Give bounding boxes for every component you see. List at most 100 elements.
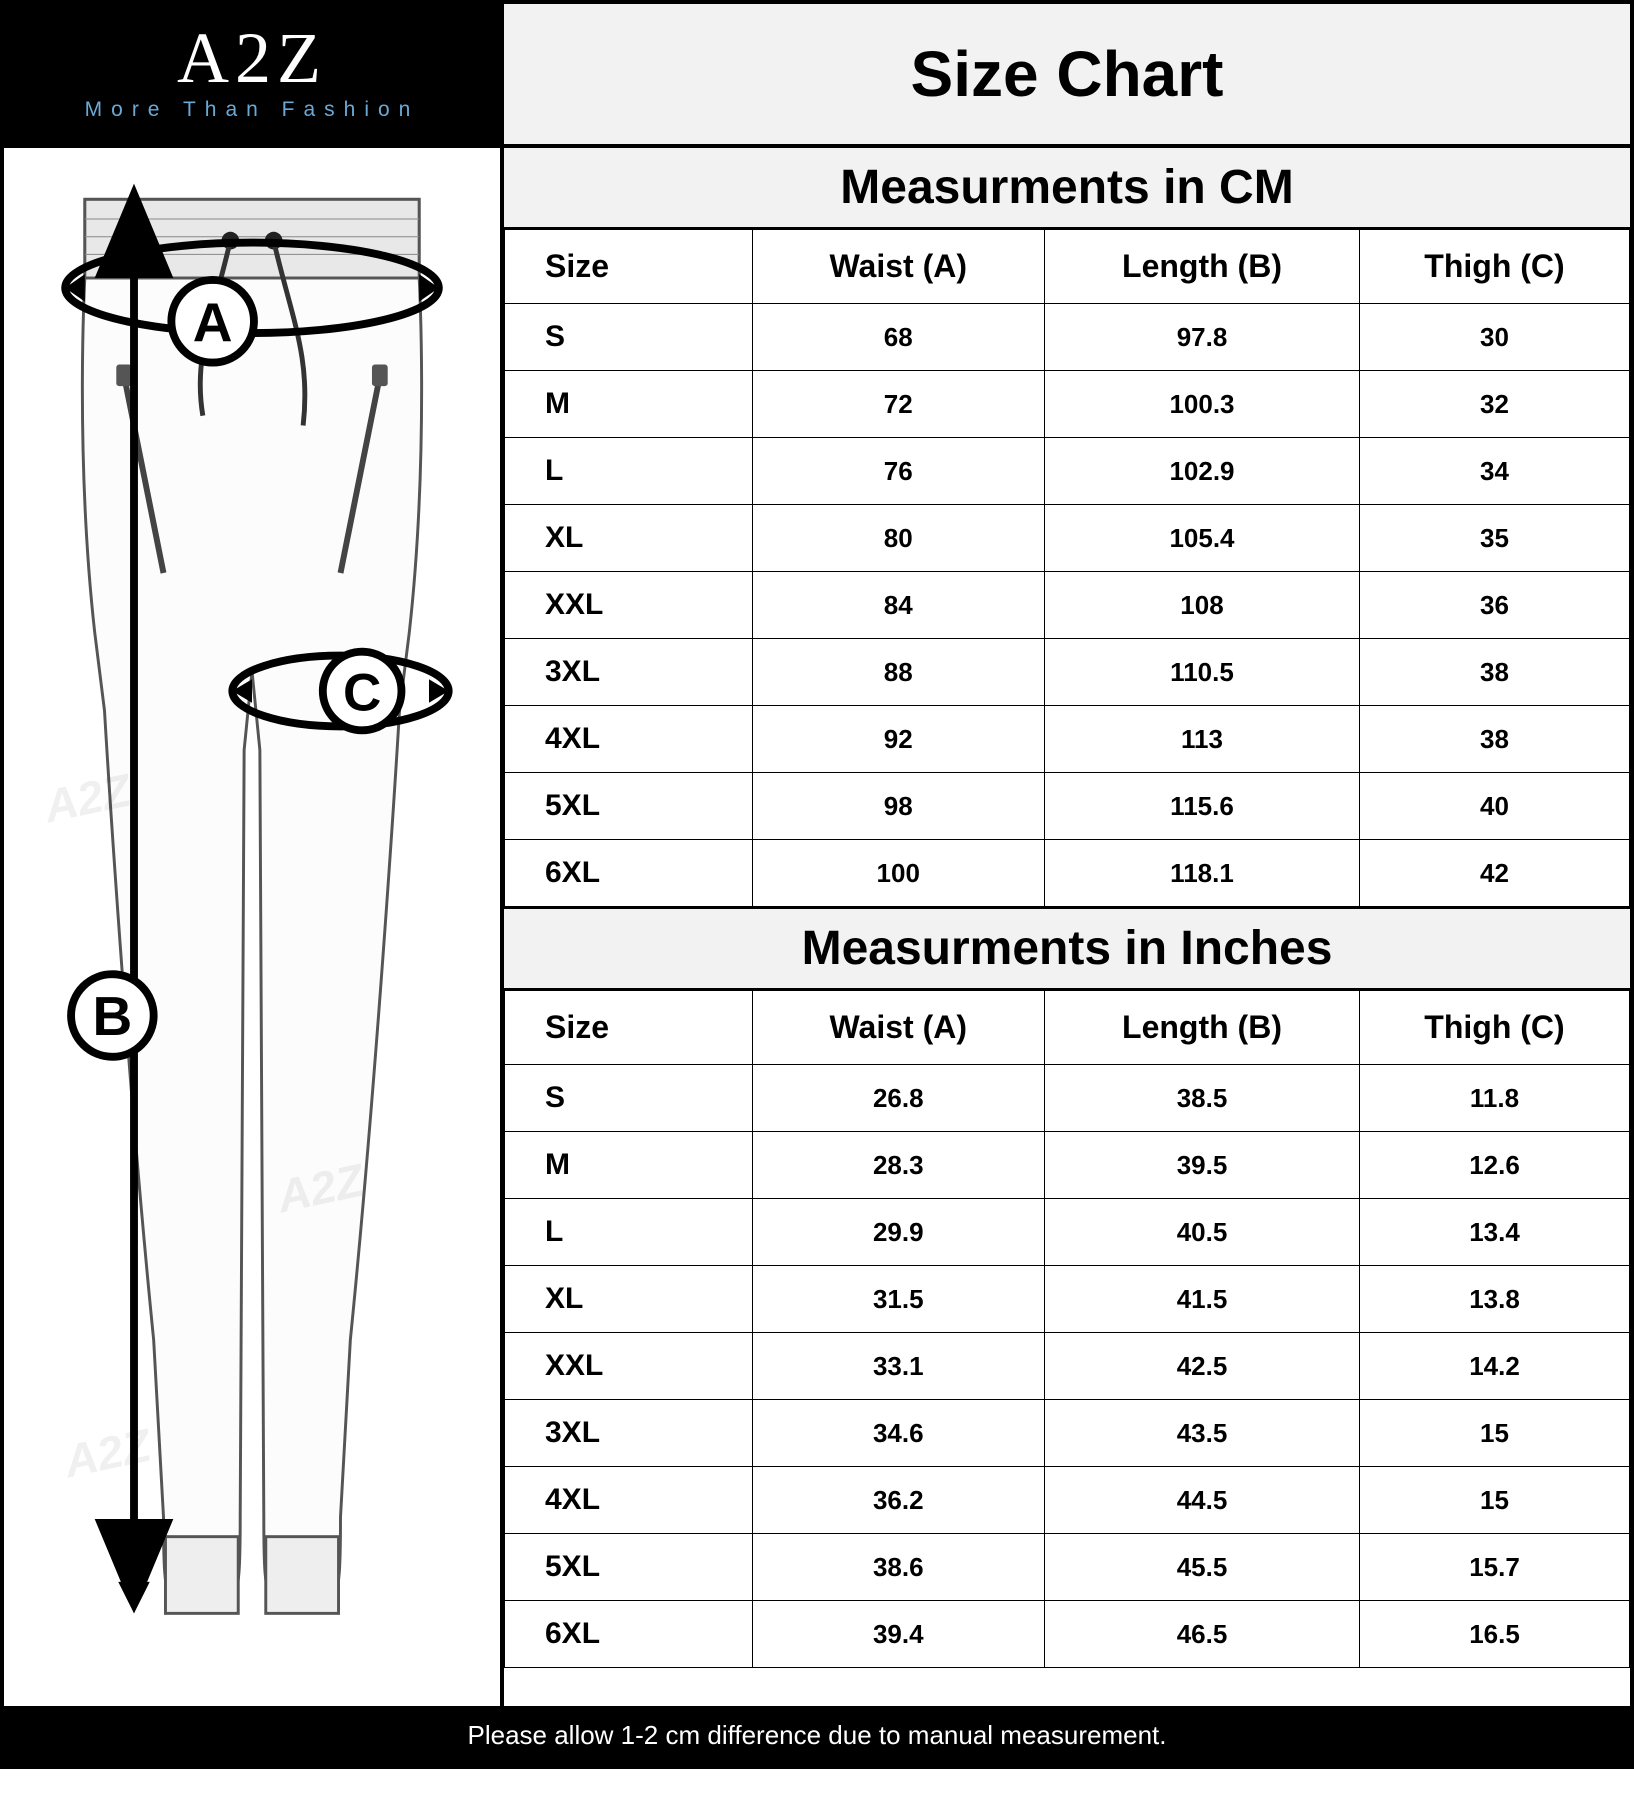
value-cell: 33.1	[752, 1333, 1045, 1400]
value-cell: 113	[1045, 706, 1360, 773]
value-cell: 39.4	[752, 1601, 1045, 1668]
table-row: 4XL36.244.515	[505, 1467, 1630, 1534]
value-cell: 39.5	[1045, 1132, 1360, 1199]
value-cell: 46.5	[1045, 1601, 1360, 1668]
table-row: XL80105.435	[505, 505, 1630, 572]
value-cell: 102.9	[1045, 438, 1360, 505]
value-cell: 38.6	[752, 1534, 1045, 1601]
value-cell: 38	[1360, 706, 1630, 773]
column-header: Size	[505, 230, 753, 304]
value-cell: 108	[1045, 572, 1360, 639]
value-cell: 43.5	[1045, 1400, 1360, 1467]
value-cell: 40	[1360, 773, 1630, 840]
value-cell: 15.7	[1360, 1534, 1630, 1601]
diagram-label-c: C	[343, 664, 381, 723]
table-row: L29.940.513.4	[505, 1199, 1630, 1266]
value-cell: 40.5	[1045, 1199, 1360, 1266]
size-cell: L	[505, 1199, 753, 1266]
value-cell: 38	[1360, 639, 1630, 706]
table-row: M72100.332	[505, 371, 1630, 438]
value-cell: 15	[1360, 1400, 1630, 1467]
value-cell: 110.5	[1045, 639, 1360, 706]
tables-column: Measurments in CM SizeWaist (A)Length (B…	[504, 148, 1630, 1706]
value-cell: 32	[1360, 371, 1630, 438]
value-cell: 80	[752, 505, 1045, 572]
table-row: 5XL38.645.515.7	[505, 1534, 1630, 1601]
value-cell: 84	[752, 572, 1045, 639]
size-chart-container: A2Z More Than Fashion Size Chart A2Z A2Z…	[0, 0, 1634, 1769]
header-row: A2Z More Than Fashion Size Chart	[4, 4, 1630, 148]
value-cell: 100.3	[1045, 371, 1360, 438]
size-cell: L	[505, 438, 753, 505]
table-row: 5XL98115.640	[505, 773, 1630, 840]
brand-logo-main: A2Z	[14, 22, 490, 94]
table-row: S26.838.511.8	[505, 1065, 1630, 1132]
column-header: Waist (A)	[752, 230, 1045, 304]
table-row: 4XL9211338	[505, 706, 1630, 773]
size-cell: XXL	[505, 572, 753, 639]
value-cell: 14.2	[1360, 1333, 1630, 1400]
value-cell: 115.6	[1045, 773, 1360, 840]
value-cell: 92	[752, 706, 1045, 773]
table-row: 3XL34.643.515	[505, 1400, 1630, 1467]
value-cell: 118.1	[1045, 840, 1360, 907]
value-cell: 34	[1360, 438, 1630, 505]
size-cell: 6XL	[505, 1601, 753, 1668]
size-cell: 6XL	[505, 840, 753, 907]
size-cell: 4XL	[505, 1467, 753, 1534]
value-cell: 36.2	[752, 1467, 1045, 1534]
cm-table: SizeWaist (A)Length (B)Thigh (C) S6897.8…	[504, 229, 1630, 907]
value-cell: 12.6	[1360, 1132, 1630, 1199]
table-row: M28.339.512.6	[505, 1132, 1630, 1199]
size-cell: 5XL	[505, 773, 753, 840]
value-cell: 44.5	[1045, 1467, 1360, 1534]
value-cell: 45.5	[1045, 1534, 1360, 1601]
size-cell: M	[505, 371, 753, 438]
column-header: Size	[505, 991, 753, 1065]
table-row: XXL8410836	[505, 572, 1630, 639]
value-cell: 13.8	[1360, 1266, 1630, 1333]
value-cell: 36	[1360, 572, 1630, 639]
value-cell: 15	[1360, 1467, 1630, 1534]
value-cell: 28.3	[752, 1132, 1045, 1199]
main-row: A2Z A2Z A2Z	[4, 148, 1630, 1706]
brand-logo: A2Z More Than Fashion	[4, 4, 504, 144]
size-cell: S	[505, 304, 753, 371]
value-cell: 98	[752, 773, 1045, 840]
value-cell: 105.4	[1045, 505, 1360, 572]
value-cell: 97.8	[1045, 304, 1360, 371]
inches-table: SizeWaist (A)Length (B)Thigh (C) S26.838…	[504, 990, 1630, 1668]
inches-heading: Measurments in Inches	[504, 907, 1630, 990]
cm-heading: Measurments in CM	[504, 148, 1630, 229]
footer-note: Please allow 1-2 cm difference due to ma…	[4, 1706, 1630, 1765]
value-cell: 16.5	[1360, 1601, 1630, 1668]
column-header: Thigh (C)	[1360, 991, 1630, 1065]
value-cell: 13.4	[1360, 1199, 1630, 1266]
size-cell: 3XL	[505, 1400, 753, 1467]
value-cell: 34.6	[752, 1400, 1045, 1467]
value-cell: 41.5	[1045, 1266, 1360, 1333]
diagram-label-a: A	[193, 291, 233, 353]
value-cell: 31.5	[752, 1266, 1045, 1333]
value-cell: 88	[752, 639, 1045, 706]
title-box: Size Chart	[504, 4, 1630, 144]
column-header: Thigh (C)	[1360, 230, 1630, 304]
size-cell: M	[505, 1132, 753, 1199]
value-cell: 68	[752, 304, 1045, 371]
value-cell: 26.8	[752, 1065, 1045, 1132]
value-cell: 30	[1360, 304, 1630, 371]
brand-logo-tagline: More Than Fashion	[14, 98, 490, 122]
value-cell: 76	[752, 438, 1045, 505]
value-cell: 38.5	[1045, 1065, 1360, 1132]
value-cell: 11.8	[1360, 1065, 1630, 1132]
size-cell: 5XL	[505, 1534, 753, 1601]
table-row: 3XL88110.538	[505, 639, 1630, 706]
value-cell: 100	[752, 840, 1045, 907]
diagram-label-b: B	[92, 985, 132, 1047]
size-cell: 4XL	[505, 706, 753, 773]
table-row: 6XL100118.142	[505, 840, 1630, 907]
table-row: 6XL39.446.516.5	[505, 1601, 1630, 1668]
size-cell: XL	[505, 1266, 753, 1333]
value-cell: 72	[752, 371, 1045, 438]
column-header: Length (B)	[1045, 991, 1360, 1065]
